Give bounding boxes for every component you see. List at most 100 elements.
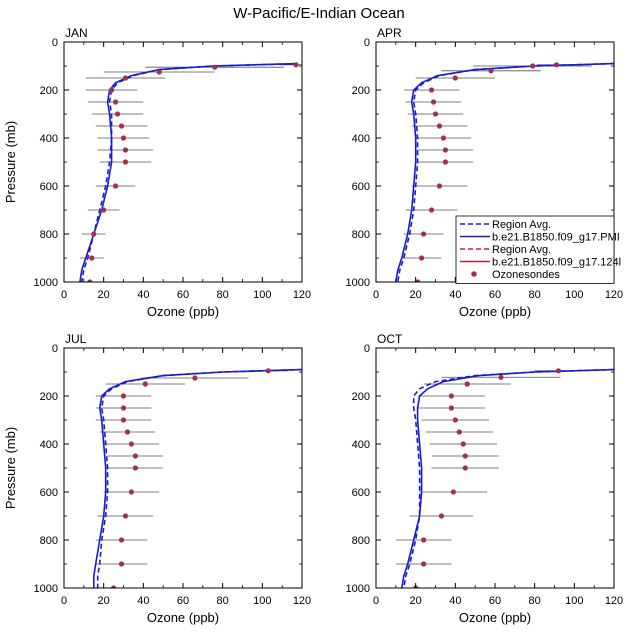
ozonesonde-point [87, 279, 93, 282]
ozonesonde-point [122, 147, 129, 153]
ozonesonde-point [456, 429, 462, 435]
y-tick-label: 800 [40, 229, 58, 241]
ozonesonde-point [448, 405, 454, 411]
ozonesonde-point [555, 368, 562, 374]
panel-jan: 0 20 40 60 80 100 120 0 200 400 600 800 1000 JAN Ozone… [3, 26, 311, 319]
y-tick-label: 200 [40, 85, 58, 97]
ozonesonde-point [118, 561, 125, 567]
x-tick-label: 100 [253, 595, 271, 607]
x-tick-label: 0 [373, 595, 379, 607]
ozonesonde-point [112, 99, 119, 105]
panel-jul: 0 20 40 60 80 100 120 0 200 400 600 800 1000 JUL Ozone… [3, 332, 311, 625]
ozonesonde-point [212, 64, 218, 70]
ozonesonde-point [109, 87, 115, 93]
y-tick-label: 1000 [34, 277, 58, 289]
x-tick-label: 120 [293, 289, 311, 301]
ozonesonde-point [428, 87, 435, 93]
plot-area [89, 368, 302, 588]
series-model-line [395, 62, 614, 282]
ozonesonde-point [421, 231, 427, 237]
panel-label: APR [377, 26, 402, 40]
x-tick-label: 0 [61, 595, 67, 607]
x-axis-label: Ozone (ppb) [147, 304, 219, 319]
legend-entry-label: Region Avg. [492, 244, 551, 256]
series-model-line [93, 368, 302, 588]
x-tick-label: 60 [177, 289, 189, 301]
y-tick-label: 0 [364, 343, 370, 355]
y-axis-label: Pressure (mb) [3, 121, 18, 203]
panel-label: JUL [65, 332, 87, 346]
y-tick-label: 600 [352, 487, 370, 499]
ozonesonde-point [450, 489, 456, 495]
panel-oct: 0 20 40 60 80 100 120 0 200 400 600 800 1000 OCT Ozone… [346, 332, 624, 625]
series-region-avg-line [81, 62, 299, 282]
series-region-avg-line [403, 368, 614, 588]
ozonesonde-point [442, 147, 449, 153]
y-tick-label: 800 [352, 229, 370, 241]
ozonesonde-point [462, 453, 468, 459]
ozonesonde-point [421, 561, 427, 567]
ozonesonde-point [436, 183, 443, 189]
ozonesonde-point [293, 62, 299, 68]
legend-entry-label: b.e21.B1850.f09_g17.124l [492, 257, 621, 269]
y-tick-label: 400 [40, 439, 58, 451]
x-tick-label: 40 [449, 289, 461, 301]
y-tick-label: 0 [52, 343, 58, 355]
ozonesonde-point [89, 255, 95, 261]
panel-label: JAN [65, 26, 88, 40]
y-tick-label: 400 [352, 133, 370, 145]
ozonesonde-point [118, 123, 125, 129]
x-tick-label: 0 [61, 289, 67, 301]
x-tick-label: 100 [253, 289, 271, 301]
y-tick-label: 400 [352, 439, 370, 451]
y-tick-label: 600 [352, 181, 370, 193]
y-tick-label: 1000 [346, 583, 370, 595]
ozonesonde-point [430, 99, 437, 105]
x-tick-label: 0 [373, 289, 379, 301]
ozonesonde-point [120, 393, 127, 399]
x-tick-label: 120 [605, 595, 623, 607]
ozonesonde-point [265, 368, 271, 374]
series-region-avg-line [397, 62, 614, 282]
ozonesonde-point [122, 75, 129, 81]
ozonesonde-point [530, 63, 536, 69]
y-tick-label: 600 [40, 487, 58, 499]
x-tick-label: 60 [489, 289, 501, 301]
panel-apr: 0 20 40 60 80 100 120 0 200 400 600 800 1000 APR Ozone… [346, 26, 624, 319]
ozonesonde-point [192, 375, 198, 381]
x-tick-label: 40 [137, 289, 149, 301]
ozonesonde-point [120, 405, 127, 411]
ozonesonde-point [462, 465, 468, 471]
y-tick-label: 200 [40, 391, 58, 403]
ozonesonde-point [448, 393, 454, 399]
ozonesonde-point [438, 513, 445, 519]
ozonesonde-point [428, 207, 435, 213]
figure-title: W-Pacific/E-Indian Ocean [233, 5, 404, 22]
x-tick-label: 80 [529, 595, 541, 607]
y-tick-label: 200 [352, 85, 370, 97]
ozonesonde-point [114, 111, 121, 117]
y-tick-label: 800 [40, 535, 58, 547]
plot-area [391, 368, 614, 588]
x-tick-label: 60 [177, 595, 189, 607]
y-tick-label: 800 [352, 535, 370, 547]
y-tick-label: 1000 [34, 583, 58, 595]
ozonesonde-point [156, 69, 162, 75]
ozonesonde-point [132, 465, 138, 471]
y-tick-label: 600 [40, 181, 58, 193]
x-tick-label: 20 [98, 595, 110, 607]
ozonesonde-point [415, 279, 421, 282]
x-tick-label: 40 [449, 595, 461, 607]
ozonesonde-point [452, 75, 458, 81]
y-axis-label: Pressure (mb) [3, 427, 18, 509]
y-tick-label: 0 [364, 37, 370, 49]
x-tick-label: 80 [217, 289, 229, 301]
y-tick-label: 0 [52, 37, 58, 49]
x-tick-label: 60 [489, 595, 501, 607]
legend-entry-label: Ozonesondes [492, 269, 560, 281]
x-axis-label: Ozone (ppb) [459, 304, 531, 319]
ozonesonde-point [122, 159, 129, 165]
ozonesonde-point [128, 489, 135, 495]
ozonesonde-point [112, 183, 119, 189]
